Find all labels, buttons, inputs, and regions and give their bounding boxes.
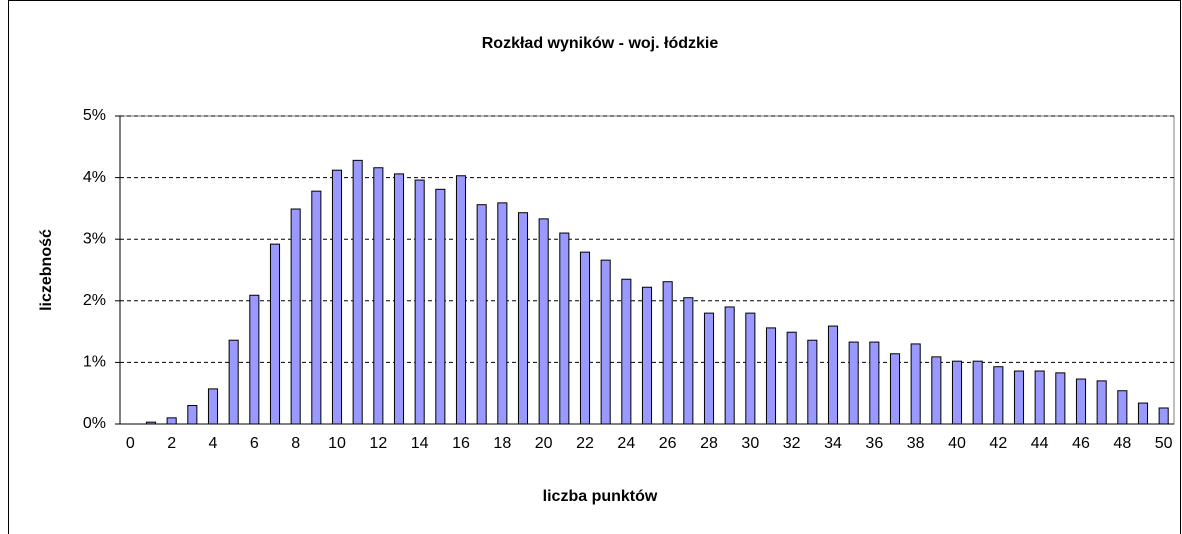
x-tick-label: 8 — [291, 435, 300, 452]
bar — [765, 327, 777, 425]
bar — [889, 353, 901, 425]
bar — [951, 360, 963, 425]
x-tick-label: 46 — [1072, 435, 1090, 452]
bar — [827, 325, 839, 425]
x-tick-label: 22 — [576, 435, 594, 452]
bar — [207, 388, 219, 425]
bar — [476, 204, 487, 425]
bar — [807, 339, 818, 425]
x-tick-label: 34 — [824, 435, 842, 452]
bar — [993, 366, 1004, 425]
x-tick-label: 0 — [126, 435, 135, 452]
bar — [662, 281, 673, 425]
bar — [455, 175, 467, 425]
x-tick-label: 10 — [328, 435, 346, 452]
bar — [290, 208, 301, 425]
x-tick-label: 12 — [369, 435, 387, 452]
x-tick-label: 18 — [493, 435, 511, 452]
bar — [497, 202, 508, 425]
bar — [1055, 372, 1066, 425]
bar — [393, 173, 405, 425]
x-tick-label: 50 — [1155, 435, 1173, 452]
bar — [249, 294, 260, 425]
bar — [187, 405, 198, 425]
bar — [1034, 370, 1045, 425]
x-tick-label: 16 — [452, 435, 470, 452]
bar — [373, 167, 384, 425]
bar — [1137, 402, 1149, 425]
y-tick-label: 0% — [83, 415, 106, 432]
x-tick-label: 4 — [209, 435, 218, 452]
bar — [166, 417, 177, 425]
x-tick-label: 32 — [783, 435, 801, 452]
bar — [972, 360, 983, 425]
bar — [145, 421, 157, 425]
x-tick-label: 20 — [535, 435, 553, 452]
bar — [745, 312, 756, 425]
bar — [1117, 390, 1128, 425]
bar — [931, 356, 942, 425]
bar — [724, 306, 735, 425]
chart-title: Rozkład wyników - woj. łódzkie — [482, 35, 719, 52]
y-axis-label: liczebność — [38, 229, 55, 311]
bar — [621, 278, 632, 425]
x-tick-label: 36 — [865, 435, 883, 452]
bar — [910, 343, 921, 425]
bar — [600, 259, 611, 425]
x-tick-label: 38 — [907, 435, 925, 452]
bar — [703, 312, 715, 425]
y-tick-label: 5% — [83, 107, 106, 124]
bar — [559, 232, 570, 425]
chart-frame — [8, 0, 1181, 534]
y-tick-label: 4% — [83, 169, 106, 186]
x-tick-label: 14 — [411, 435, 429, 452]
bar — [1158, 407, 1169, 425]
bar — [1013, 370, 1025, 425]
x-tick-label: 2 — [167, 435, 176, 452]
bar — [435, 188, 446, 425]
x-tick-label: 40 — [948, 435, 966, 452]
y-tick-label: 1% — [83, 354, 106, 371]
bar — [228, 339, 239, 425]
bar — [414, 179, 425, 425]
x-tick-label: 6 — [250, 435, 259, 452]
bar — [641, 286, 653, 425]
bar — [683, 297, 694, 425]
bar — [269, 243, 281, 425]
x-tick-label: 24 — [617, 435, 635, 452]
x-tick-label: 28 — [700, 435, 718, 452]
x-tick-label: 44 — [1031, 435, 1049, 452]
bar — [869, 341, 880, 425]
bar — [848, 341, 859, 425]
x-tick-label: 26 — [659, 435, 677, 452]
x-axis-label: liczba punktów — [543, 488, 658, 505]
y-tick-label: 2% — [83, 292, 106, 309]
y-tick-label: 3% — [83, 230, 106, 247]
bar — [786, 331, 797, 425]
bar — [331, 169, 343, 425]
x-tick-label: 42 — [989, 435, 1007, 452]
bar — [311, 190, 322, 425]
bar — [1096, 380, 1107, 425]
bar — [579, 251, 591, 425]
bar — [1075, 378, 1087, 425]
x-tick-label: 48 — [1113, 435, 1131, 452]
bar — [517, 212, 529, 425]
bar — [538, 218, 549, 425]
x-tick-label: 30 — [741, 435, 759, 452]
bar — [352, 159, 363, 425]
